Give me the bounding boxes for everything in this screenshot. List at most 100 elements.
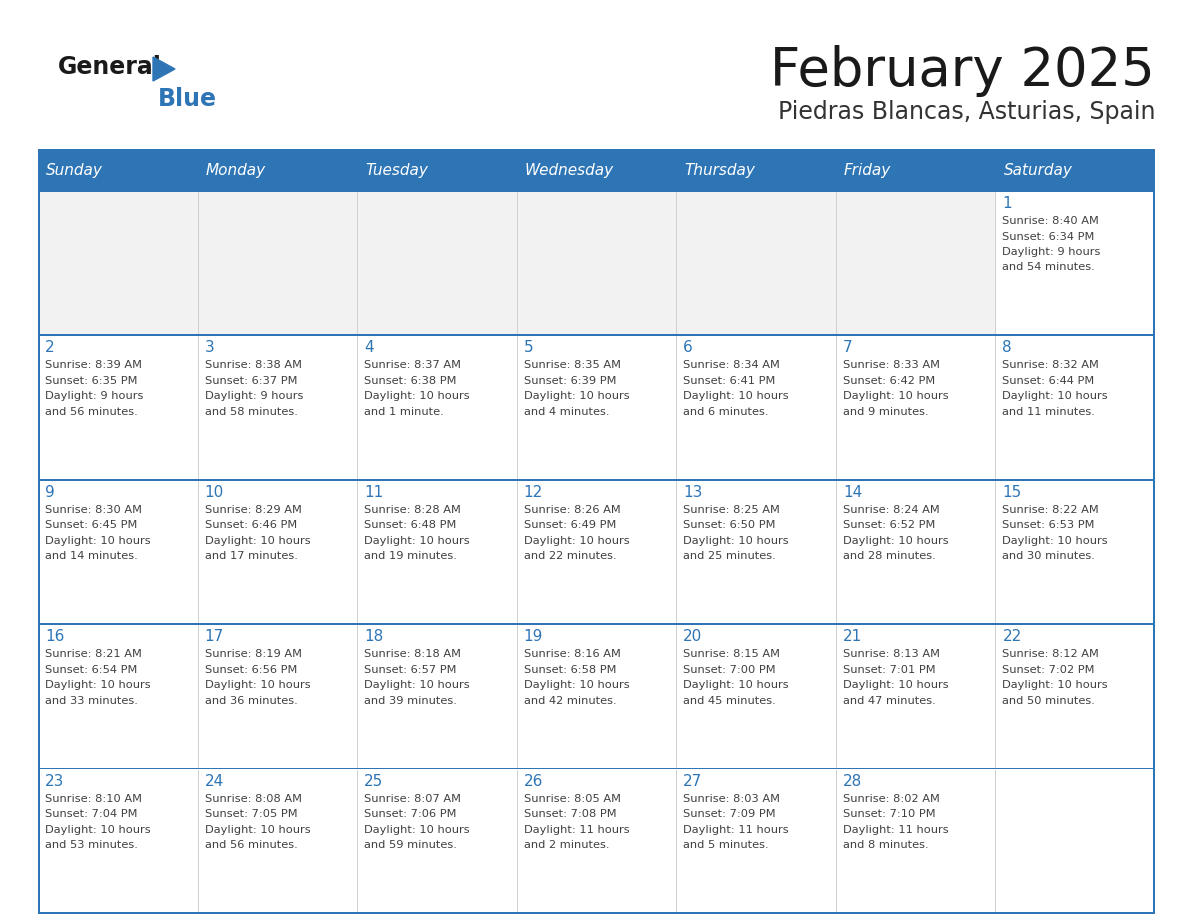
Text: Sunset: 6:35 PM: Sunset: 6:35 PM [45, 375, 138, 386]
Text: Sunrise: 8:37 AM: Sunrise: 8:37 AM [365, 361, 461, 370]
Text: Sunset: 7:01 PM: Sunset: 7:01 PM [842, 665, 935, 675]
Text: and 56 minutes.: and 56 minutes. [45, 407, 138, 417]
Text: Piedras Blancas, Asturias, Spain: Piedras Blancas, Asturias, Spain [777, 100, 1155, 124]
Bar [38, 152, 40, 914]
Text: Daylight: 10 hours: Daylight: 10 hours [365, 391, 469, 401]
Text: 15: 15 [1003, 485, 1022, 499]
Text: Monday: Monday [206, 163, 266, 178]
Text: 25: 25 [365, 774, 384, 789]
Text: Sunset: 6:41 PM: Sunset: 6:41 PM [683, 375, 776, 386]
Text: Sunset: 6:37 PM: Sunset: 6:37 PM [204, 375, 297, 386]
Text: Sunset: 6:39 PM: Sunset: 6:39 PM [524, 375, 617, 386]
Text: Sunset: 7:04 PM: Sunset: 7:04 PM [45, 809, 138, 819]
Text: Sunset: 7:00 PM: Sunset: 7:00 PM [683, 665, 776, 675]
Text: Sunrise: 8:10 AM: Sunrise: 8:10 AM [45, 793, 143, 803]
Text: Daylight: 10 hours: Daylight: 10 hours [365, 824, 469, 834]
Text: and 14 minutes.: and 14 minutes. [45, 552, 138, 561]
Text: Tuesday: Tuesday [365, 163, 428, 178]
Text: Sunset: 7:02 PM: Sunset: 7:02 PM [1003, 665, 1095, 675]
Text: Sunset: 7:08 PM: Sunset: 7:08 PM [524, 809, 617, 819]
Text: 16: 16 [45, 629, 64, 644]
Text: February 2025: February 2025 [770, 45, 1155, 97]
Text: Sunset: 7:09 PM: Sunset: 7:09 PM [683, 809, 776, 819]
Text: 3: 3 [204, 341, 214, 355]
Text: and 59 minutes.: and 59 minutes. [365, 840, 457, 850]
Text: Saturday: Saturday [1004, 163, 1073, 178]
Text: 4: 4 [365, 341, 374, 355]
Text: Sunrise: 8:16 AM: Sunrise: 8:16 AM [524, 649, 620, 659]
Text: 7: 7 [842, 341, 853, 355]
Text: 24: 24 [204, 774, 223, 789]
Bar [1154, 152, 1155, 914]
Bar [38, 334, 1155, 479]
Text: and 42 minutes.: and 42 minutes. [524, 696, 617, 706]
Text: and 6 minutes.: and 6 minutes. [683, 407, 769, 417]
Text: Sunrise: 8:35 AM: Sunrise: 8:35 AM [524, 361, 620, 370]
Text: Sunrise: 8:24 AM: Sunrise: 8:24 AM [842, 505, 940, 515]
Text: Sunrise: 8:30 AM: Sunrise: 8:30 AM [45, 505, 143, 515]
Text: Daylight: 10 hours: Daylight: 10 hours [1003, 680, 1108, 690]
Text: Sunset: 6:46 PM: Sunset: 6:46 PM [204, 521, 297, 531]
Text: Daylight: 10 hours: Daylight: 10 hours [842, 391, 948, 401]
Text: Sunset: 6:48 PM: Sunset: 6:48 PM [365, 521, 456, 531]
Text: 5: 5 [524, 341, 533, 355]
Bar [38, 190, 996, 334]
Text: and 30 minutes.: and 30 minutes. [1003, 552, 1095, 561]
Text: Daylight: 10 hours: Daylight: 10 hours [204, 824, 310, 834]
Polygon shape [153, 57, 175, 81]
Text: and 19 minutes.: and 19 minutes. [365, 552, 457, 561]
Text: and 58 minutes.: and 58 minutes. [204, 407, 297, 417]
Text: and 56 minutes.: and 56 minutes. [204, 840, 297, 850]
Text: and 50 minutes.: and 50 minutes. [1003, 696, 1095, 706]
Text: Daylight: 11 hours: Daylight: 11 hours [524, 824, 630, 834]
Text: 14: 14 [842, 485, 862, 499]
Text: and 36 minutes.: and 36 minutes. [204, 696, 297, 706]
Text: Sunset: 6:57 PM: Sunset: 6:57 PM [365, 665, 456, 675]
Text: Sunset: 6:56 PM: Sunset: 6:56 PM [204, 665, 297, 675]
Text: Sunset: 6:53 PM: Sunset: 6:53 PM [1003, 521, 1095, 531]
Text: Daylight: 10 hours: Daylight: 10 hours [45, 536, 151, 546]
Text: Daylight: 10 hours: Daylight: 10 hours [524, 536, 630, 546]
Text: Daylight: 9 hours: Daylight: 9 hours [45, 391, 144, 401]
Bar [38, 623, 1155, 625]
Text: Blue: Blue [158, 87, 217, 111]
Text: Daylight: 10 hours: Daylight: 10 hours [524, 391, 630, 401]
Text: and 25 minutes.: and 25 minutes. [683, 552, 776, 561]
Text: and 11 minutes.: and 11 minutes. [1003, 407, 1095, 417]
Text: Sunset: 6:58 PM: Sunset: 6:58 PM [524, 665, 617, 675]
Bar [38, 479, 1155, 481]
Text: and 54 minutes.: and 54 minutes. [1003, 263, 1095, 273]
Text: Daylight: 9 hours: Daylight: 9 hours [1003, 247, 1101, 257]
Text: Sunset: 6:54 PM: Sunset: 6:54 PM [45, 665, 138, 675]
Bar [38, 334, 1155, 336]
Text: Daylight: 10 hours: Daylight: 10 hours [683, 680, 789, 690]
Text: Daylight: 10 hours: Daylight: 10 hours [524, 680, 630, 690]
Bar [38, 623, 1155, 767]
Text: Sunrise: 8:34 AM: Sunrise: 8:34 AM [683, 361, 781, 370]
Text: and 47 minutes.: and 47 minutes. [842, 696, 936, 706]
Text: Daylight: 10 hours: Daylight: 10 hours [1003, 536, 1108, 546]
Text: Sunrise: 8:13 AM: Sunrise: 8:13 AM [842, 649, 940, 659]
Text: Sunrise: 8:26 AM: Sunrise: 8:26 AM [524, 505, 620, 515]
Text: Sunrise: 8:39 AM: Sunrise: 8:39 AM [45, 361, 143, 370]
Text: 17: 17 [204, 629, 223, 644]
Text: Sunrise: 8:02 AM: Sunrise: 8:02 AM [842, 793, 940, 803]
Bar [38, 152, 1155, 190]
Text: Sunrise: 8:21 AM: Sunrise: 8:21 AM [45, 649, 141, 659]
Text: Sunrise: 8:07 AM: Sunrise: 8:07 AM [365, 793, 461, 803]
Text: Sunset: 6:44 PM: Sunset: 6:44 PM [1003, 375, 1094, 386]
Text: Daylight: 9 hours: Daylight: 9 hours [204, 391, 303, 401]
Text: 13: 13 [683, 485, 702, 499]
Text: Sunset: 6:50 PM: Sunset: 6:50 PM [683, 521, 776, 531]
Text: Sunrise: 8:25 AM: Sunrise: 8:25 AM [683, 505, 781, 515]
Text: General: General [58, 55, 162, 79]
Text: 18: 18 [365, 629, 384, 644]
Text: 12: 12 [524, 485, 543, 499]
Text: 26: 26 [524, 774, 543, 789]
Text: Sunset: 6:42 PM: Sunset: 6:42 PM [842, 375, 935, 386]
Bar [38, 767, 1155, 912]
Text: and 53 minutes.: and 53 minutes. [45, 840, 138, 850]
Bar [38, 767, 1155, 769]
Text: and 33 minutes.: and 33 minutes. [45, 696, 138, 706]
Text: and 17 minutes.: and 17 minutes. [204, 552, 297, 561]
